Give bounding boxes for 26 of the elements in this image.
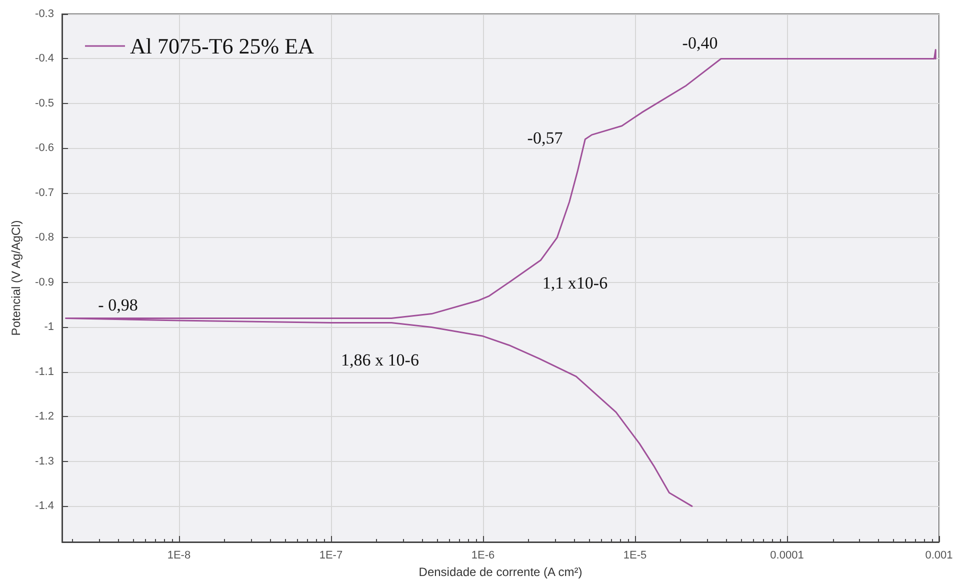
x-tick-label: 1E-8 (167, 550, 191, 562)
x-tick-label: 0.0001 (770, 550, 804, 562)
y-tick-label: -1.2 (35, 410, 54, 423)
y-tick-label: -1.3 (35, 455, 54, 468)
annotation: 1,86 x 10-6 (341, 350, 419, 370)
y-tick-label: -0.5 (35, 97, 54, 110)
y-tick-label: -0.7 (35, 186, 54, 199)
x-axis-title: Densidade de corrente (A cm²) (418, 565, 582, 579)
annotation: 1,1 x10-6 (542, 274, 608, 292)
x-tick-label: 1E-7 (319, 550, 343, 562)
x-tick-label: 0.001 (925, 550, 953, 562)
y-tick-label: -0.8 (35, 232, 54, 244)
x-tick-label: 1E-6 (471, 550, 495, 562)
legend-label: Al 7075-T6 25% EA (130, 34, 314, 58)
annotation: -0,57 (527, 128, 564, 148)
y-tick-label: -1 (44, 321, 54, 334)
y-axis-title: Potencial (V Ag/AgCl) (9, 220, 23, 336)
annotation: -0,40 (682, 34, 718, 52)
y-tick-label: -0.3 (35, 8, 54, 20)
y-tick-label: -0.4 (35, 52, 54, 65)
annotation: - 0,98 (98, 296, 138, 314)
y-tick-label: -0.6 (35, 142, 54, 154)
y-tick-label: -1.4 (35, 500, 54, 512)
x-tick-label: 1E-5 (623, 550, 647, 562)
y-tick-label: -0.9 (35, 276, 54, 288)
y-tick-label: -1.1 (35, 366, 54, 378)
